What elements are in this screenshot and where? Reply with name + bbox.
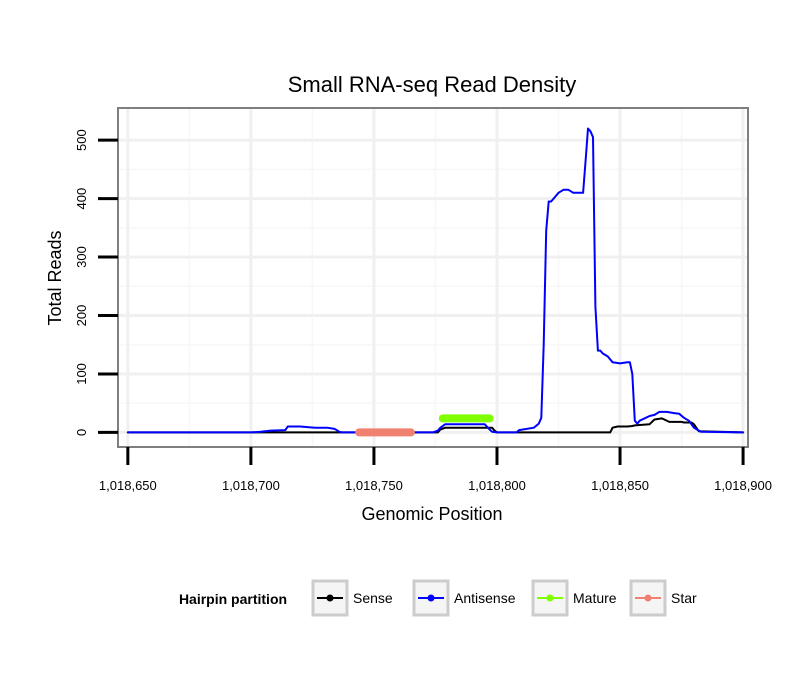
legend-label-mature: Mature bbox=[573, 590, 617, 606]
legend: Hairpin partition Sense Antisense Mature St… bbox=[179, 579, 697, 617]
legend-label-antisense: Antisense bbox=[454, 590, 516, 606]
legend-label-star: Star bbox=[671, 590, 697, 606]
y-tick-label: 400 bbox=[74, 188, 89, 210]
x-tick-label: 1,018,650 bbox=[99, 478, 157, 493]
legend-title: Hairpin partition bbox=[179, 591, 287, 607]
y-tick-label: 0 bbox=[74, 429, 89, 436]
x-axis-label: Genomic Position bbox=[361, 504, 502, 524]
x-tick-label: 1,018,900 bbox=[714, 478, 772, 493]
legend-point-antisense bbox=[427, 594, 435, 602]
legend-label-sense: Sense bbox=[353, 590, 393, 606]
y-tick-label: 500 bbox=[74, 129, 89, 151]
x-tick-label: 1,018,850 bbox=[591, 478, 649, 493]
y-tick-label: 300 bbox=[74, 246, 89, 268]
x-tick-label: 1,018,800 bbox=[468, 478, 526, 493]
legend-point-mature bbox=[546, 594, 554, 602]
x-tick-label: 1,018,750 bbox=[345, 478, 403, 493]
x-tick-label: 1,018,700 bbox=[222, 478, 280, 493]
series-layer bbox=[126, 127, 745, 437]
chart-title: Small RNA-seq Read Density bbox=[288, 72, 577, 97]
y-tick-label: 200 bbox=[74, 305, 89, 327]
y-tick-label: 100 bbox=[74, 363, 89, 385]
axes: 1,018,650 1,018,700 1,018,750 1,018,800 1,01… bbox=[74, 129, 772, 493]
y-axis-label: Total Reads bbox=[45, 230, 65, 325]
legend-point-sense bbox=[326, 594, 334, 602]
legend-point-star bbox=[644, 594, 652, 602]
series-line-antisense bbox=[126, 127, 745, 434]
plot-panel bbox=[118, 108, 748, 447]
plot-panel-border bbox=[117, 107, 749, 448]
